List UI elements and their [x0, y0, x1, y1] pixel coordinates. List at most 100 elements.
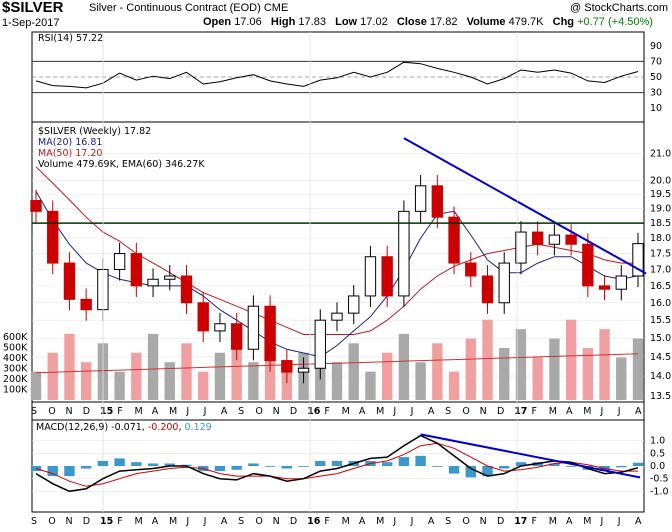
quote-line: Open 17.06 High 17.83 Low 17.02 Close 17…: [203, 16, 653, 28]
macd-tick-label: -0.5: [650, 474, 669, 485]
price-candle: [164, 275, 176, 280]
price-candle: [214, 323, 226, 332]
x-tick-label: J: [392, 406, 396, 417]
volume-bar: [147, 333, 159, 400]
price-tick-label: 17.0: [650, 264, 671, 275]
x-tick-label: O: [48, 516, 55, 527]
x-tick-label: A: [152, 406, 159, 417]
price-legend: $SILVER (Weekly) 17.82: [38, 126, 151, 137]
x-tick-label: J: [410, 516, 414, 527]
rsi-tick-label: 70: [650, 56, 662, 67]
x-tick-label: 15: [100, 406, 113, 417]
price-candle: [582, 243, 594, 287]
macd-histogram-bar: [549, 463, 560, 466]
x-tick-label: A: [635, 406, 642, 417]
low-value: 17.02: [360, 16, 388, 28]
x-tick-label: A: [221, 516, 228, 527]
macd-trendline: [420, 433, 641, 479]
price-candle: [448, 216, 460, 264]
macd-histogram-bar: [448, 466, 460, 474]
x-tick-label: M: [376, 516, 384, 527]
x-tick-label: A: [428, 516, 435, 527]
volume-value: 479.7K: [508, 16, 544, 28]
high-value: 17.83: [298, 16, 326, 28]
x-tick-label: O: [462, 406, 469, 417]
copyright-link[interactable]: @ StockCharts.com: [570, 2, 668, 14]
volume-bar: [214, 352, 226, 400]
low-label: Low: [335, 16, 358, 28]
volume-tick-label: 100K: [3, 385, 28, 396]
macd-histogram-bar: [331, 460, 343, 466]
price-candle: [481, 275, 494, 304]
x-tick-label: F: [531, 406, 536, 417]
macd-histogram-bar: [515, 462, 527, 466]
x-tick-label: N: [273, 406, 280, 417]
macd-tick-label: 0.5: [650, 448, 665, 459]
x-tick-label: D: [83, 516, 90, 527]
x-tick-label: O: [462, 516, 469, 527]
macd-histogram-bar: [131, 462, 142, 466]
x-tick-label: O: [255, 516, 262, 527]
macd-histogram-bar: [432, 466, 443, 467]
volume-bar: [164, 362, 175, 400]
macd-signal-line: [35, 442, 638, 487]
rsi-line: [35, 61, 639, 89]
quote-date: 1-Sep-2017: [2, 17, 60, 29]
x-tick-label: A: [359, 516, 366, 527]
description-text: Silver - Continuous Contract (EOD): [89, 2, 261, 14]
price-candle: [515, 231, 527, 264]
x-tick-label: N: [273, 516, 280, 527]
volume-tick-label: 500K: [3, 343, 28, 354]
price-tick-label: 15.0: [650, 333, 671, 344]
x-tick-label: J: [203, 406, 207, 417]
macd-histogram-bar: [64, 466, 75, 477]
volume-bar: [599, 329, 610, 400]
x-tick-label: A: [221, 406, 228, 417]
volume-bar: [515, 329, 527, 400]
macd-histogram-bar: [164, 463, 175, 466]
volume-legend: Volume 479.69K, EMA(60) 346.27K: [38, 159, 205, 170]
x-tick-label: S: [445, 516, 451, 527]
x-tick-label: J: [617, 406, 621, 417]
open-value: 17.06: [234, 16, 262, 28]
macd-histogram-bar: [114, 458, 125, 466]
macd-histogram-bar: [231, 466, 242, 470]
macd-line: [35, 434, 639, 493]
volume-tick-label: 400K: [3, 353, 28, 364]
macd-tick-label: 1.0: [650, 436, 665, 447]
price-candle: [632, 243, 644, 277]
volume-bar: [616, 357, 627, 400]
volume-bar: [198, 371, 209, 400]
legend-separator: ,: [178, 422, 184, 433]
price-candle: [364, 256, 377, 297]
macd-histogram-bar: [415, 455, 426, 466]
rsi-tick-label: 90: [650, 41, 662, 52]
x-tick-label: D: [497, 406, 504, 417]
x-tick-label: J: [599, 516, 603, 527]
macd-histogram-bar: [97, 460, 109, 466]
price-tick-label: 20.0: [650, 175, 671, 186]
price-tick-label: 21.0: [650, 149, 671, 160]
rsi-tick-label: 50: [650, 72, 662, 83]
volume-bar: [448, 371, 460, 400]
macd-histogram-bar: [632, 462, 644, 466]
volume-bar: [415, 362, 426, 400]
price-candle: [314, 319, 326, 369]
price-candle: [348, 295, 360, 314]
price-candle: [331, 312, 343, 321]
volume-bar: [465, 338, 476, 400]
x-tick-label: M: [342, 516, 350, 527]
x-tick-label: J: [203, 516, 207, 527]
x-tick-label: S: [238, 516, 244, 527]
macd-value: -0.071,: [111, 422, 148, 433]
volume-bar: [80, 362, 92, 400]
volume-bar: [365, 371, 376, 400]
x-tick-label: 15: [100, 516, 113, 527]
macd-histogram-bar: [616, 466, 627, 468]
x-tick-label: M: [583, 406, 591, 417]
macd-histogram-bar: [482, 466, 493, 477]
macd-legend: MACD(12,26,9) -0.071, -0.200, 0.129: [36, 422, 212, 433]
x-tick-label: O: [48, 406, 55, 417]
price-candle: [80, 298, 92, 311]
rsi-tick-label: 30: [650, 88, 662, 99]
